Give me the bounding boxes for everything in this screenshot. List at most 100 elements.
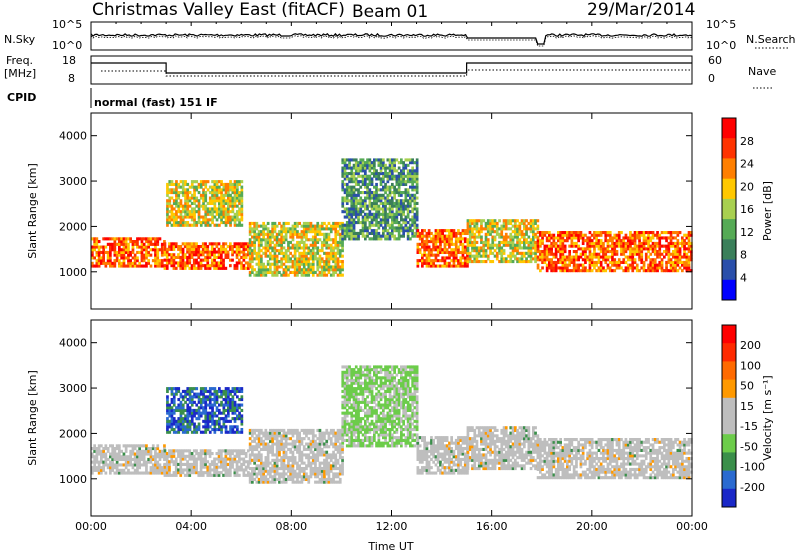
- echo-cell: [184, 428, 187, 432]
- echo-cell: [188, 471, 192, 475]
- echo-cell: [240, 419, 244, 423]
- echo-cell: [93, 463, 96, 467]
- echo-cell: [287, 268, 290, 272]
- echo-cell: [248, 475, 252, 479]
- echo-cell: [386, 223, 390, 227]
- echo-cell: [227, 406, 230, 410]
- echo-cell: [202, 408, 205, 412]
- echo-cell: [302, 224, 306, 228]
- echo-cell: [523, 260, 526, 264]
- echo-cell: [366, 204, 369, 208]
- echo-cell: [206, 261, 210, 265]
- echo-cell: [109, 463, 112, 467]
- echo-cell: [220, 395, 223, 399]
- echo-cell: [307, 230, 311, 234]
- echo-cell: [611, 239, 614, 243]
- echo-cell: [350, 172, 354, 176]
- echo-cell: [193, 223, 196, 227]
- echo-cell: [532, 224, 535, 228]
- echo-cell: [222, 473, 225, 477]
- echo-cell: [172, 218, 176, 222]
- echo-cell: [165, 253, 169, 257]
- echo-cell: [166, 389, 169, 393]
- echo-cell: [147, 237, 150, 241]
- echo-cell: [215, 428, 219, 432]
- echo-cell: [629, 247, 632, 251]
- echo-cell: [127, 256, 130, 260]
- echo-cell: [145, 466, 148, 470]
- echo-cell: [491, 246, 495, 250]
- echo-cell: [145, 468, 148, 472]
- echo-cell: [307, 268, 311, 272]
- echo-cell: [441, 240, 444, 244]
- echo-cell: [586, 244, 589, 248]
- echo-cell: [568, 231, 571, 235]
- echo-cell: [179, 468, 183, 472]
- echo-cell: [561, 244, 565, 248]
- echo-cell: [305, 270, 308, 274]
- echo-cell: [253, 453, 256, 457]
- echo-cell: [595, 260, 598, 264]
- echo-cell: [523, 224, 526, 228]
- echo-cell: [593, 266, 596, 270]
- echo-cell: [404, 191, 408, 195]
- echo-cell: [311, 273, 315, 277]
- echo-cell: [109, 455, 112, 459]
- echo-cell: [489, 246, 492, 250]
- echo-cell: [468, 238, 472, 242]
- echo-cell: [222, 462, 225, 466]
- echo-cell: [170, 218, 174, 222]
- echo-cell: [413, 215, 417, 219]
- echo-cell: [190, 212, 194, 216]
- echo-cell: [309, 268, 313, 272]
- echo-cell: [118, 242, 121, 246]
- echo-cell: [425, 231, 429, 235]
- echo-cell: [174, 457, 178, 461]
- echo-cell: [348, 188, 351, 192]
- echo-cell: [100, 460, 103, 464]
- echo-cell: [597, 239, 601, 243]
- echo-cell: [224, 452, 228, 456]
- echo-cell: [397, 226, 401, 230]
- echo-cell: [329, 251, 333, 255]
- echo-cell: [188, 245, 192, 249]
- echo-cell: [572, 266, 576, 270]
- echo-cell: [215, 255, 219, 259]
- echo-cell: [350, 180, 354, 184]
- echo-cell: [113, 237, 117, 241]
- echo-cell: [577, 266, 580, 270]
- echo-cell: [316, 227, 320, 231]
- echo-cell: [377, 234, 381, 238]
- echo-cell: [484, 224, 488, 228]
- echo-cell: [197, 201, 201, 205]
- echo-cell: [450, 250, 453, 254]
- echo-cell: [563, 250, 567, 254]
- echo-cell: [296, 240, 299, 244]
- echo-cell: [359, 169, 363, 173]
- echo-cell: [665, 231, 668, 235]
- echo-cell: [251, 477, 254, 481]
- echo-cell: [539, 241, 542, 245]
- echo-cell: [615, 239, 619, 243]
- echo-cell: [222, 258, 225, 262]
- echo-cell: [204, 212, 208, 216]
- echo-cell: [669, 269, 673, 273]
- echo-cell: [118, 447, 121, 451]
- freq-line: [91, 62, 692, 74]
- echo-cell: [260, 240, 263, 244]
- echo-cell: [379, 207, 383, 211]
- echo-cell: [375, 196, 378, 200]
- echo-cell: [233, 389, 237, 393]
- echo-cell: [597, 255, 601, 259]
- echo-cell: [676, 255, 680, 259]
- echo-cell: [397, 204, 401, 208]
- echo-cell: [439, 259, 442, 263]
- echo-cell: [364, 223, 367, 227]
- echo-cell: [300, 240, 304, 244]
- echo-cell: [511, 254, 515, 258]
- echo-cell: [345, 231, 349, 235]
- echo-cell: [364, 180, 367, 184]
- colorbar-segment: [722, 239, 736, 260]
- echo-cell: [534, 254, 537, 258]
- echo-cell: [649, 263, 653, 267]
